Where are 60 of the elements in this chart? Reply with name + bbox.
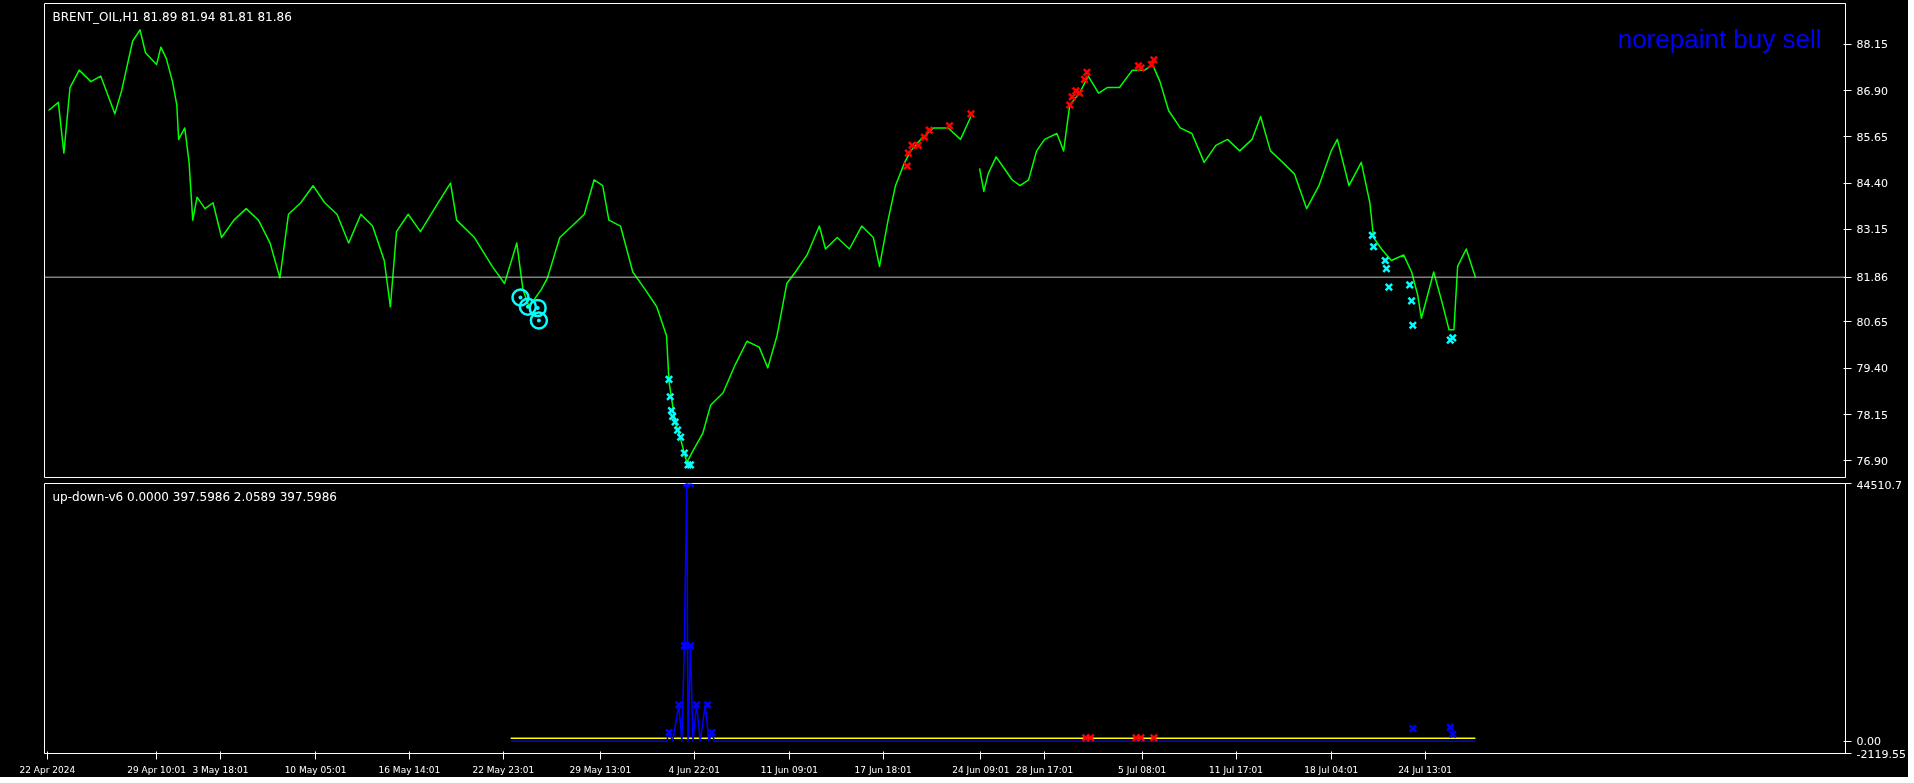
x-tick-label: 17 Jun 18:01 <box>854 764 912 775</box>
x-tick-label: 5 Jul 08:01 <box>1118 764 1167 775</box>
y-tick-label: 79.40 <box>1856 362 1888 376</box>
point <box>673 425 683 435</box>
ref-line-label: 81.86 <box>1856 271 1888 285</box>
x-tick-label: 11 Jun 09:01 <box>760 764 818 775</box>
x-tick-label: 16 May 14:01 <box>378 764 441 775</box>
point <box>1405 280 1415 290</box>
y-tick-label: 88.15 <box>1856 38 1888 52</box>
point <box>1134 61 1143 71</box>
x-tick-label: 22 May 23:01 <box>472 764 535 775</box>
x-tick-label: 29 Apr 10:01 <box>127 764 186 775</box>
x-tick-label: 18 Jul 04:01 <box>1304 764 1359 775</box>
point <box>1408 320 1418 330</box>
x-tick-label: 3 May 18:01 <box>192 764 249 775</box>
point <box>1149 733 1159 743</box>
point <box>1384 282 1394 292</box>
point <box>1380 256 1390 265</box>
point <box>1146 60 1156 70</box>
y-tick-label: 78.15 <box>1856 408 1888 422</box>
x-tick-label: 10 May 05:01 <box>284 764 347 775</box>
x-tick-label: 11 Jul 17:01 <box>1209 764 1264 775</box>
x-tick-label: 29 May 13:01 <box>569 764 632 775</box>
point <box>1445 722 1455 732</box>
y-tick-label: 76.90 <box>1856 454 1888 468</box>
annotation: norepaint buy sell <box>1617 23 1822 54</box>
y-tick-label: 80.65 <box>1856 315 1888 329</box>
point <box>664 374 674 384</box>
point <box>1080 74 1089 84</box>
point <box>1065 100 1075 110</box>
y-tick-label: 0.00 <box>1856 735 1881 749</box>
y-tick-label: 85.65 <box>1856 130 1888 144</box>
point <box>511 288 530 307</box>
x-tick-label: 22 Apr 2024 <box>19 764 76 775</box>
point <box>1082 67 1092 77</box>
point <box>1369 242 1378 252</box>
x-tick-label: 24 Jul 13:01 <box>1398 764 1453 775</box>
point <box>903 148 913 158</box>
point <box>679 448 689 458</box>
y-tick-label: -2119.55 <box>1856 747 1906 761</box>
point <box>1367 230 1377 240</box>
point <box>1408 724 1418 733</box>
point <box>1136 63 1146 73</box>
point <box>528 298 547 318</box>
y-tick-label: 84.40 <box>1856 177 1888 191</box>
point <box>1382 264 1391 274</box>
y-tick-label: 44510.7 <box>1856 478 1902 492</box>
point <box>1448 729 1458 739</box>
point <box>518 297 538 317</box>
point <box>1149 55 1159 65</box>
point <box>1407 296 1417 306</box>
text: BRENT_OIL,H1 81.89 81.94 81.81 81.86 <box>52 9 292 24</box>
x-tick-label: 28 Jun 17:01 <box>1016 764 1074 775</box>
x-tick-label: 24 Jun 09:01 <box>952 764 1010 775</box>
x-tick-label: 4 Jun 22:01 <box>668 764 720 775</box>
y-tick-label: 86.90 <box>1856 84 1888 98</box>
line-series <box>509 483 1477 742</box>
text: up-down-v6 0.0000 397.5986 2.0589 397.5986 <box>52 489 337 504</box>
y-tick-label: 83.15 <box>1856 223 1888 237</box>
point <box>529 311 549 330</box>
